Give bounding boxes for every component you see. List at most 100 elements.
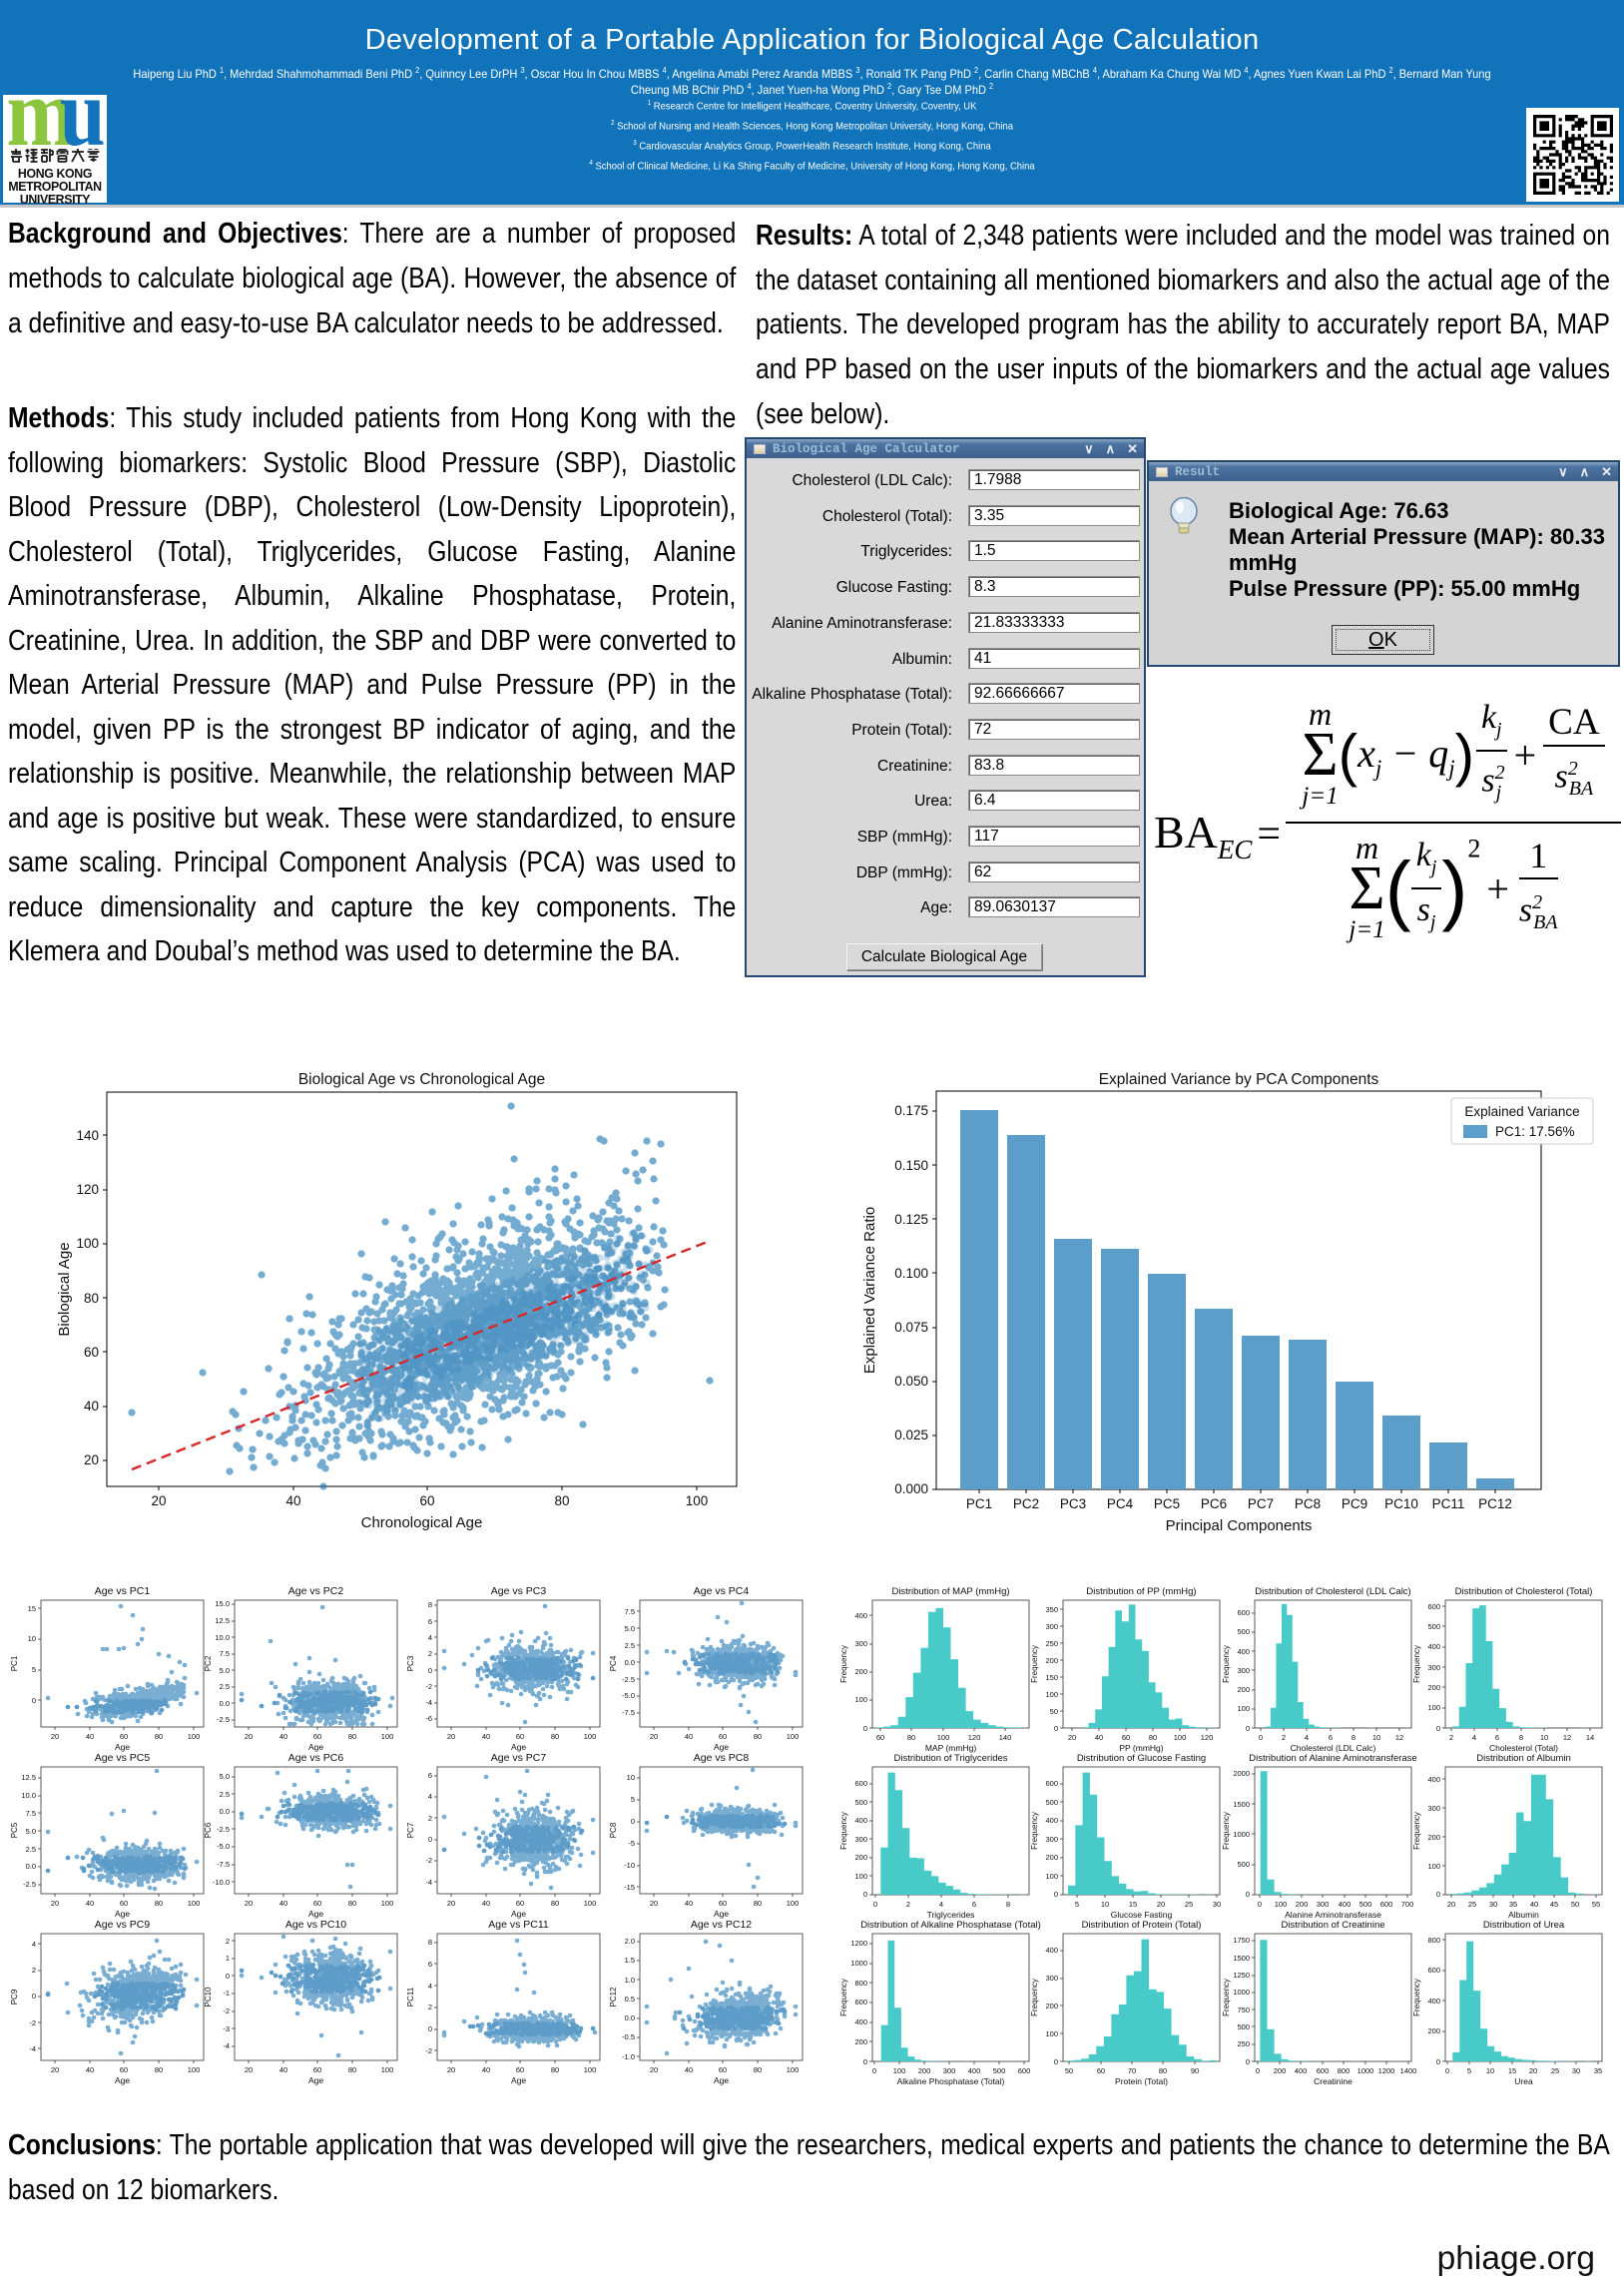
svg-text:-2: -2 — [425, 1856, 432, 1865]
svg-text:-3: -3 — [223, 2024, 230, 2033]
svg-text:80: 80 — [551, 1732, 559, 1741]
svg-text:100: 100 — [584, 1732, 597, 1741]
svg-text:0: 0 — [1256, 2066, 1260, 2075]
svg-text:80: 80 — [551, 1899, 559, 1908]
svg-text:100: 100 — [787, 2065, 800, 2074]
svg-text:40: 40 — [482, 1899, 490, 1908]
svg-text:Principal Components: Principal Components — [1166, 1517, 1313, 1534]
svg-text:300: 300 — [854, 1835, 867, 1844]
svg-text:45: 45 — [1550, 1900, 1558, 1909]
svg-text:500: 500 — [1237, 1627, 1250, 1636]
svg-text:PC4: PC4 — [609, 1655, 618, 1671]
svg-text:5.0: 5.0 — [625, 1624, 635, 1633]
svg-text:0: 0 — [1246, 1890, 1250, 1899]
svg-text:0: 0 — [873, 1900, 877, 1909]
svg-text:40: 40 — [86, 1732, 94, 1741]
svg-text:4: 4 — [939, 1900, 943, 1909]
svg-text:140: 140 — [76, 1128, 99, 1143]
svg-text:400: 400 — [854, 1611, 867, 1620]
svg-text:100: 100 — [188, 1899, 201, 1908]
svg-text:200: 200 — [918, 2066, 931, 2075]
svg-text:Age vs PC6: Age vs PC6 — [288, 1752, 344, 1764]
svg-text:300: 300 — [1317, 1900, 1330, 1909]
svg-text:PC7: PC7 — [1248, 1496, 1274, 1511]
svg-text:600: 600 — [854, 1779, 867, 1788]
svg-text:-2: -2 — [29, 2018, 36, 2027]
svg-text:-2.5: -2.5 — [217, 1715, 230, 1724]
svg-text:-10: -10 — [624, 1861, 635, 1870]
svg-text:600: 600 — [1317, 2066, 1330, 2075]
svg-text:PC12: PC12 — [609, 1987, 618, 2008]
svg-text:PC12: PC12 — [1478, 1496, 1512, 1511]
svg-text:100: 100 — [76, 1236, 99, 1251]
svg-text:1200: 1200 — [1378, 2066, 1395, 2075]
svg-text:1.0: 1.0 — [625, 1976, 635, 1985]
svg-text:90: 90 — [1191, 2066, 1199, 2075]
svg-text:0.125: 0.125 — [894, 1212, 928, 1227]
svg-text:250: 250 — [1045, 1639, 1058, 1648]
svg-text:20: 20 — [650, 2065, 658, 2074]
svg-text:5: 5 — [32, 1665, 36, 1674]
svg-text:400: 400 — [1427, 1775, 1440, 1784]
svg-text:Distribution of MAP (mmHg): Distribution of MAP (mmHg) — [891, 1586, 1009, 1597]
svg-text:0: 0 — [1246, 1724, 1250, 1733]
svg-text:Age vs PC9: Age vs PC9 — [95, 1919, 151, 1931]
svg-text:Age: Age — [511, 1742, 526, 1752]
svg-text:60: 60 — [84, 1345, 99, 1360]
svg-text:2: 2 — [428, 1814, 432, 1823]
svg-text:100: 100 — [893, 2066, 906, 2075]
svg-text:200: 200 — [1045, 2002, 1058, 2010]
svg-text:8: 8 — [1352, 1733, 1355, 1742]
svg-text:80: 80 — [754, 1899, 762, 1908]
svg-text:-4: -4 — [29, 2044, 36, 2053]
svg-text:20: 20 — [447, 1899, 455, 1908]
svg-text:100: 100 — [686, 1493, 709, 1508]
svg-text:40: 40 — [84, 1399, 99, 1414]
svg-text:7.5: 7.5 — [625, 1607, 635, 1616]
svg-text:60: 60 — [120, 1732, 128, 1741]
svg-text:80: 80 — [1159, 2066, 1167, 2075]
svg-text:6: 6 — [1495, 1733, 1499, 1742]
svg-text:120: 120 — [1201, 1733, 1214, 1742]
svg-text:Age: Age — [308, 1909, 323, 1919]
svg-text:500: 500 — [854, 1798, 867, 1807]
svg-text:0: 0 — [863, 1890, 867, 1899]
svg-text:Frequency: Frequency — [1412, 1645, 1421, 1683]
svg-text:15.0: 15.0 — [215, 1599, 230, 1608]
svg-text:500: 500 — [993, 2066, 1006, 2075]
svg-text:60: 60 — [1122, 1733, 1130, 1742]
svg-text:80: 80 — [155, 1732, 163, 1741]
svg-text:Distribution of Alanine Aminot: Distribution of Alanine Aminotransferase — [1249, 1753, 1416, 1764]
svg-text:PC5: PC5 — [10, 1822, 19, 1838]
svg-text:PC2: PC2 — [1013, 1496, 1039, 1511]
svg-text:600: 600 — [1045, 1779, 1058, 1788]
svg-text:40: 40 — [1095, 1733, 1103, 1742]
svg-text:100: 100 — [381, 1899, 394, 1908]
svg-text:80: 80 — [348, 2065, 356, 2074]
svg-text:500: 500 — [1359, 1900, 1372, 1909]
svg-text:30: 30 — [1489, 1900, 1497, 1909]
svg-text:500: 500 — [1427, 1622, 1440, 1631]
svg-text:Frequency: Frequency — [1412, 1812, 1421, 1850]
svg-text:20: 20 — [151, 1493, 166, 1508]
svg-text:20: 20 — [1529, 2066, 1537, 2075]
svg-text:100: 100 — [1045, 1872, 1058, 1881]
svg-text:12: 12 — [1395, 1733, 1403, 1742]
svg-text:PC8: PC8 — [609, 1822, 618, 1838]
svg-text:PC6: PC6 — [204, 1822, 213, 1838]
svg-text:Distribution of Glucose Fastin: Distribution of Glucose Fasting — [1077, 1753, 1206, 1764]
svg-text:Age vs PC4: Age vs PC4 — [694, 1585, 750, 1597]
svg-text:7.5: 7.5 — [26, 1809, 36, 1818]
svg-text:1750: 1750 — [1233, 1936, 1250, 1945]
svg-text:0: 0 — [863, 1724, 867, 1733]
svg-text:0.075: 0.075 — [894, 1320, 928, 1335]
svg-text:300: 300 — [1427, 1663, 1440, 1672]
svg-text:0: 0 — [1246, 2057, 1250, 2066]
svg-text:5.0: 5.0 — [220, 1772, 230, 1781]
svg-text:Distribution of Creatinine: Distribution of Creatinine — [1281, 1920, 1384, 1931]
svg-text:60: 60 — [719, 2065, 727, 2074]
svg-text:1.5: 1.5 — [625, 1956, 635, 1965]
svg-text:0: 0 — [1054, 2057, 1058, 2066]
svg-text:PC3: PC3 — [1060, 1496, 1086, 1511]
svg-text:PC7: PC7 — [406, 1822, 415, 1838]
